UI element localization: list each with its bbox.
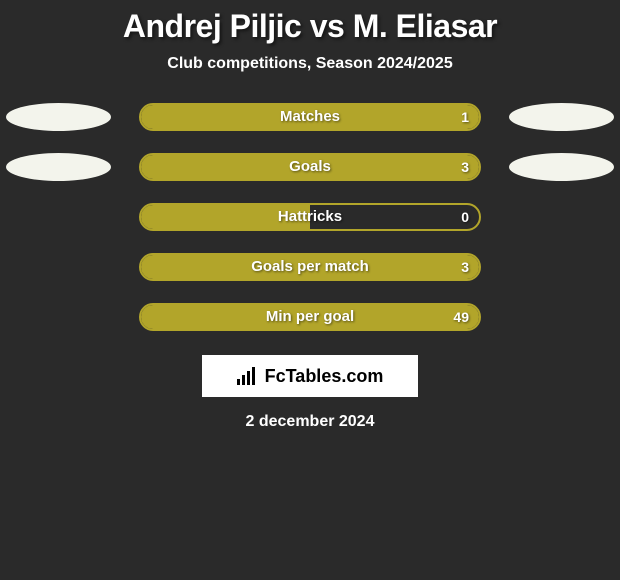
- stat-value: 3: [461, 155, 469, 179]
- stat-row: Hattricks0: [0, 203, 620, 231]
- stat-value: 49: [453, 305, 469, 329]
- stat-bar: Min per goal49: [139, 303, 481, 331]
- logo-text: FcTables.com: [265, 366, 384, 387]
- stat-value: 0: [461, 205, 469, 229]
- player-right-marker: [509, 153, 614, 181]
- stat-label: Goals per match: [141, 255, 479, 279]
- stat-value: 3: [461, 255, 469, 279]
- stat-value: 1: [461, 105, 469, 129]
- stat-bar: Matches1: [139, 103, 481, 131]
- stat-rows: Matches1Goals3Hattricks0Goals per match3…: [0, 103, 620, 331]
- barchart-icon: [237, 367, 259, 385]
- stat-row: Goals3: [0, 153, 620, 181]
- stat-row: Matches1: [0, 103, 620, 131]
- page-title: Andrej Piljic vs M. Eliasar: [0, 0, 620, 45]
- player-right-marker: [509, 103, 614, 131]
- stat-label: Matches: [141, 105, 479, 129]
- stat-row: Goals per match3: [0, 253, 620, 281]
- date-text: 2 december 2024: [0, 413, 620, 431]
- stat-bar: Hattricks0: [139, 203, 481, 231]
- player-left-marker: [6, 153, 111, 181]
- page-subtitle: Club competitions, Season 2024/2025: [0, 55, 620, 73]
- stat-bar: Goals3: [139, 153, 481, 181]
- stat-label: Goals: [141, 155, 479, 179]
- stat-label: Hattricks: [141, 205, 479, 229]
- stat-bar: Goals per match3: [139, 253, 481, 281]
- logo-box[interactable]: FcTables.com: [202, 355, 418, 397]
- player-left-marker: [6, 103, 111, 131]
- stat-row: Min per goal49: [0, 303, 620, 331]
- stat-label: Min per goal: [141, 305, 479, 329]
- comparison-widget: Andrej Piljic vs M. Eliasar Club competi…: [0, 0, 620, 580]
